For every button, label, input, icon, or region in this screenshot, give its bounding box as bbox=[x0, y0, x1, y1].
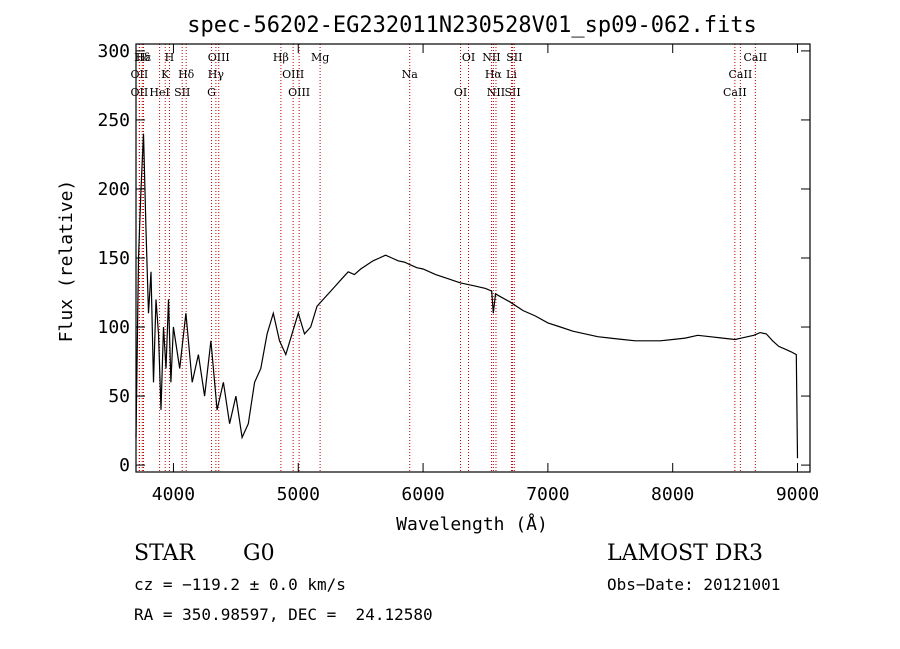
survey-name: LAMOST DR3 bbox=[607, 541, 763, 566]
marker-label: OI bbox=[454, 86, 467, 99]
marker-label: Li bbox=[506, 68, 517, 81]
y-tick-label: 100 bbox=[97, 317, 130, 338]
y-axis: 0 50 100 150 200 250 300 bbox=[97, 41, 810, 476]
marker-label: G bbox=[207, 86, 216, 99]
marker-label: Hγ bbox=[208, 68, 225, 81]
marker-label: SII bbox=[174, 86, 190, 99]
x-axis-label: Wavelength (Å) bbox=[396, 513, 548, 535]
y-tick-label: 0 bbox=[119, 455, 130, 476]
sky-coordinates: RA = 350.98597, DEC = 24.12580 bbox=[134, 605, 433, 624]
flux-series-line bbox=[135, 133, 799, 459]
x-tick-label: 5000 bbox=[277, 484, 320, 505]
x-tick-label: 9000 bbox=[776, 484, 819, 505]
y-tick-label: 150 bbox=[97, 248, 130, 269]
marker-label: NII bbox=[487, 86, 505, 99]
y-tick-label: 250 bbox=[97, 110, 130, 131]
marker-label: OIII bbox=[288, 86, 310, 99]
marker-label: HeI bbox=[149, 86, 169, 99]
marker-label: OI bbox=[462, 51, 475, 64]
object-class: STAR bbox=[134, 541, 195, 566]
y-tick-label: 50 bbox=[108, 386, 130, 407]
x-axis: 4000 5000 6000 7000 8000 9000 bbox=[152, 44, 819, 505]
marker-label: CaII bbox=[729, 68, 753, 81]
marker-label: Hα bbox=[485, 68, 503, 81]
marker-label: Hδ bbox=[178, 68, 195, 81]
marker-label: K bbox=[161, 68, 170, 81]
marker-label: CaII bbox=[743, 51, 767, 64]
y-tick-label: 200 bbox=[97, 179, 130, 200]
x-tick-label: 6000 bbox=[401, 484, 444, 505]
object-subclass: G0 bbox=[243, 541, 275, 566]
x-tick-label: 4000 bbox=[152, 484, 195, 505]
y-tick-label: 300 bbox=[97, 41, 130, 62]
redshift-velocity: cz = −119.2 ± 0.0 km/s bbox=[134, 575, 346, 594]
marker-label: NII bbox=[482, 51, 500, 64]
marker-label: SII bbox=[504, 86, 520, 99]
x-tick-label: 8000 bbox=[651, 484, 694, 505]
marker-label: Hβ bbox=[273, 51, 289, 64]
marker-label: OII bbox=[131, 86, 149, 99]
y-axis-label: Flux (relative) bbox=[56, 180, 77, 343]
marker-label: Na bbox=[402, 68, 419, 81]
marker-label: SII bbox=[506, 51, 522, 64]
marker-label: OIII bbox=[282, 68, 304, 81]
marker-label: CaII bbox=[723, 86, 747, 99]
chart-title: spec-56202-EG232011N230528V01_sp09-062.f… bbox=[187, 13, 757, 38]
marker-label: OIII bbox=[208, 51, 230, 64]
spectral-line-markers: HδOIIOIIHεKHeIHHδSIIOIIIHγGHβOIIIOIIIMgN… bbox=[131, 44, 767, 472]
x-tick-label: 7000 bbox=[526, 484, 569, 505]
marker-label: H bbox=[165, 51, 175, 64]
marker-label: Mg bbox=[311, 51, 329, 64]
marker-label: Hε bbox=[136, 51, 152, 64]
marker-label: Hδ bbox=[134, 51, 151, 64]
observation-date: Obs−Date: 20121001 bbox=[607, 575, 781, 594]
